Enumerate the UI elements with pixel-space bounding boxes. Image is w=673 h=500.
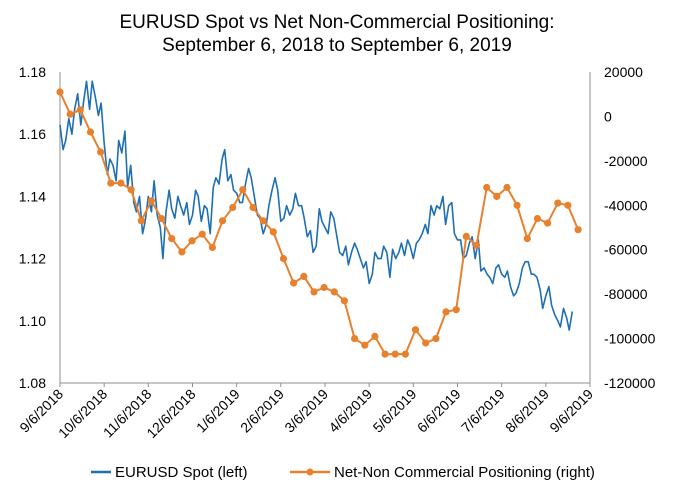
right-tick-label: 20000 (604, 64, 643, 80)
right-tick-label: -100000 (604, 331, 656, 347)
positioning-point (229, 203, 237, 212)
x-axis-ticks: 9/6/201810/6/201811/6/201812/6/20181/6/2… (16, 383, 596, 441)
x-tick-label: 12/6/2018 (143, 386, 199, 442)
positioning-point (86, 128, 95, 136)
positioning-point (533, 215, 542, 223)
left-tick-label: 1.12 (19, 251, 46, 267)
right-tick-label: -80000 (604, 286, 648, 302)
positioning-point (320, 283, 328, 292)
positioning-point (442, 308, 450, 316)
x-tick-label: 2/6/2019 (237, 386, 287, 436)
series-layer (56, 80, 582, 358)
positioning-point (483, 183, 491, 192)
positioning-point (411, 326, 420, 334)
positioning-point (401, 350, 409, 358)
positioning-point (259, 217, 267, 225)
positioning-point (351, 335, 359, 343)
x-tick-label: 5/6/2019 (370, 386, 420, 436)
left-tick-label: 1.10 (19, 313, 46, 329)
chart-subtitle: September 6, 2018 to September 6, 2019 (162, 35, 512, 56)
positioning-point (523, 235, 531, 243)
positioning-point (493, 192, 501, 200)
positioning-point (208, 243, 216, 252)
positioning-point (432, 335, 440, 343)
positioning-point (188, 237, 196, 245)
positioning-point (107, 179, 115, 187)
positioning-point (574, 226, 582, 234)
right-tick-label: -120000 (604, 375, 656, 391)
right-axis-ticks: -120000 -100000 -80000 -60000 -40000 -20000 0 2… (604, 64, 656, 391)
positioning-point (117, 179, 125, 187)
positioning-point (137, 217, 145, 225)
positioning-point (178, 248, 186, 256)
positioning-point (381, 350, 389, 358)
positioning-point (472, 241, 481, 249)
positioning-point (503, 183, 511, 192)
positioning-point (76, 106, 84, 114)
positioning-point (290, 279, 298, 287)
left-tick-label: 1.16 (19, 126, 46, 142)
positioning-point (147, 197, 155, 205)
positioning-point (97, 148, 105, 156)
x-tick-label: 4/6/2019 (325, 386, 375, 436)
legend-label-positioning: Net-Non Commercial Positioning (right) (334, 464, 595, 481)
positioning-point (198, 230, 206, 238)
positioning-point (300, 272, 308, 280)
positioning-point (249, 203, 257, 212)
positioning-point (554, 199, 562, 207)
positioning-point (371, 332, 379, 340)
positioning-point (158, 215, 166, 223)
positioning-point (513, 201, 521, 209)
positioning-point (452, 306, 460, 314)
x-tick-label: 7/6/2019 (458, 386, 508, 436)
left-tick-label: 1.08 (19, 375, 46, 391)
eurusd-line (59, 80, 574, 331)
positioning-point (218, 217, 227, 225)
left-tick-label: 1.18 (19, 64, 46, 80)
x-tick-label: 3/6/2019 (281, 386, 331, 436)
positioning-point (168, 235, 176, 243)
positioning-point (279, 255, 288, 263)
x-tick-label: 6/6/2019 (414, 386, 464, 436)
positioning-point (66, 110, 74, 118)
legend-label-eurusd: EURUSD Spot (left) (115, 464, 248, 481)
positioning-point (56, 88, 64, 96)
x-tick-label: 8/6/2019 (502, 386, 552, 436)
legend: EURUSD Spot (left) Net-Non Commercial Po… (91, 464, 595, 481)
positioning-point (544, 219, 552, 227)
right-tick-label: -20000 (604, 153, 648, 169)
positioning-point (239, 186, 247, 194)
x-tick-label: 1/6/2019 (193, 386, 243, 436)
positioning-point (391, 350, 399, 358)
left-axis-ticks: 1.08 1.10 1.12 1.14 1.16 1.18 (19, 64, 46, 391)
positioning-line (59, 91, 580, 356)
positioning-point (269, 228, 277, 236)
positioning-point (422, 339, 430, 347)
x-tick-label: 9/6/2019 (546, 386, 596, 436)
positioning-point (340, 297, 348, 305)
x-tick-label: 10/6/2018 (55, 386, 111, 442)
positioning-point (361, 341, 369, 349)
positioning-point (127, 186, 135, 194)
legend-marker-positioning (306, 468, 314, 476)
left-tick-label: 1.14 (19, 188, 46, 204)
right-tick-label: -60000 (604, 242, 648, 258)
positioning-point (462, 232, 470, 240)
right-tick-label: -40000 (604, 197, 648, 213)
positioning-point (330, 288, 338, 296)
positioning-point (564, 201, 572, 209)
chart-title: EURUSD Spot vs Net Non-Commercial Positi… (119, 12, 554, 33)
right-tick-label: 0 (604, 108, 612, 124)
positioning-point (310, 288, 318, 296)
